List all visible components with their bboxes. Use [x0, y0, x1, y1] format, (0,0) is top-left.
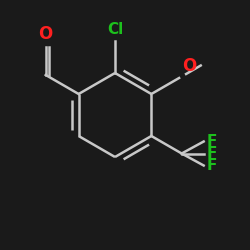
Text: O: O [182, 57, 196, 75]
Text: F: F [207, 134, 217, 149]
Text: F: F [207, 158, 217, 173]
Text: F: F [207, 146, 217, 161]
Text: O: O [38, 25, 53, 43]
Text: Cl: Cl [107, 22, 123, 37]
